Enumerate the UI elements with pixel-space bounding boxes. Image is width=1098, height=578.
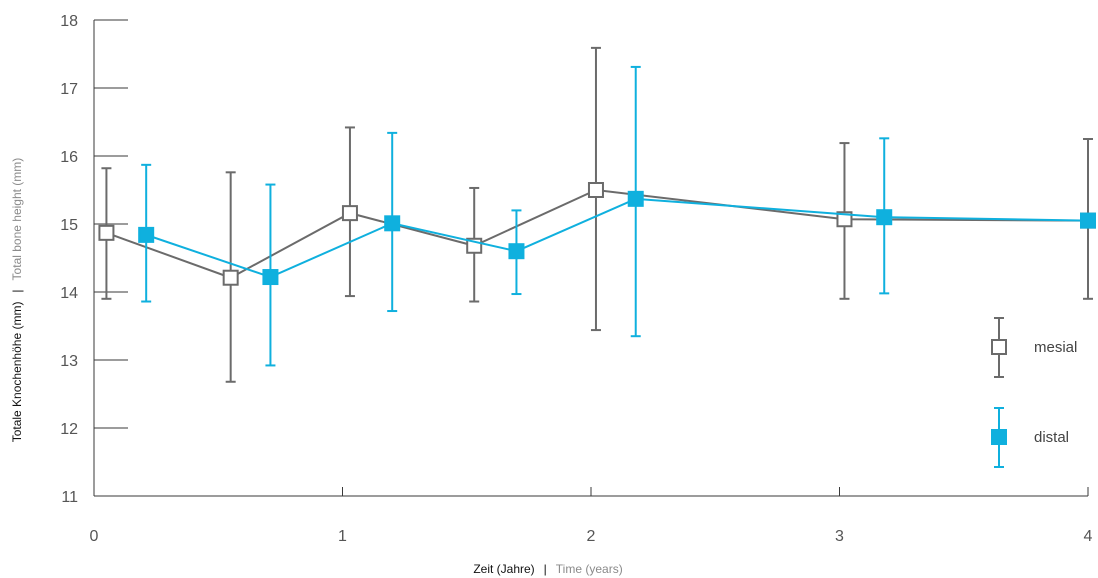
legend-marker: [992, 340, 1006, 354]
legend-item-mesial: mesial: [992, 318, 1077, 377]
data-point: [224, 271, 238, 285]
x-axis-title: Zeit (Jahre) | Time (years): [473, 560, 622, 577]
series-line: [106, 190, 1088, 278]
y-axis-title-de: Totale Knochenhöhe (mm): [10, 302, 24, 443]
x-tick-label: 2: [587, 528, 596, 545]
y-tick-label: 16: [60, 149, 78, 166]
y-tick-label: 14: [60, 285, 78, 302]
y-tick-label: 18: [60, 13, 78, 30]
y-tick-label: 13: [60, 353, 78, 370]
x-axis-title-en: Time (years): [556, 562, 623, 576]
y-axis-title-en: Total bone height (mm): [10, 158, 24, 281]
y-axis-title: Totale Knochenhöhe (mm) | Total bone hei…: [8, 158, 25, 443]
data-point: [509, 244, 523, 258]
chart-legend: mesial distal: [992, 318, 1077, 467]
y-tick-label: 11: [61, 489, 78, 506]
legend-label: distal: [1034, 429, 1069, 446]
data-point: [99, 226, 113, 240]
x-tick-label: 0: [90, 528, 99, 545]
chart-series: [99, 48, 1095, 382]
y-tick-label: 12: [60, 421, 78, 438]
legend-item-distal: distal: [992, 408, 1069, 467]
legend-marker: [992, 430, 1006, 444]
data-point: [263, 270, 277, 284]
legend-label: mesial: [1034, 339, 1077, 356]
x-axis-title-separator: |: [544, 562, 547, 576]
x-tick-label: 1: [338, 528, 347, 545]
data-point: [139, 228, 153, 242]
y-axis-title-separator: |: [10, 289, 24, 292]
x-axis-title-de: Zeit (Jahre): [473, 562, 534, 576]
y-tick-label: 15: [60, 217, 78, 234]
data-point: [589, 183, 603, 197]
x-tick-label: 3: [835, 528, 844, 545]
data-point: [1081, 214, 1095, 228]
data-point: [877, 210, 891, 224]
series-line: [146, 199, 1088, 277]
data-point: [343, 206, 357, 220]
data-point: [629, 192, 643, 206]
y-tick-label: 17: [60, 81, 78, 98]
x-tick-label: 4: [1084, 528, 1093, 545]
series-distal: [139, 67, 1095, 366]
data-point: [385, 216, 399, 230]
